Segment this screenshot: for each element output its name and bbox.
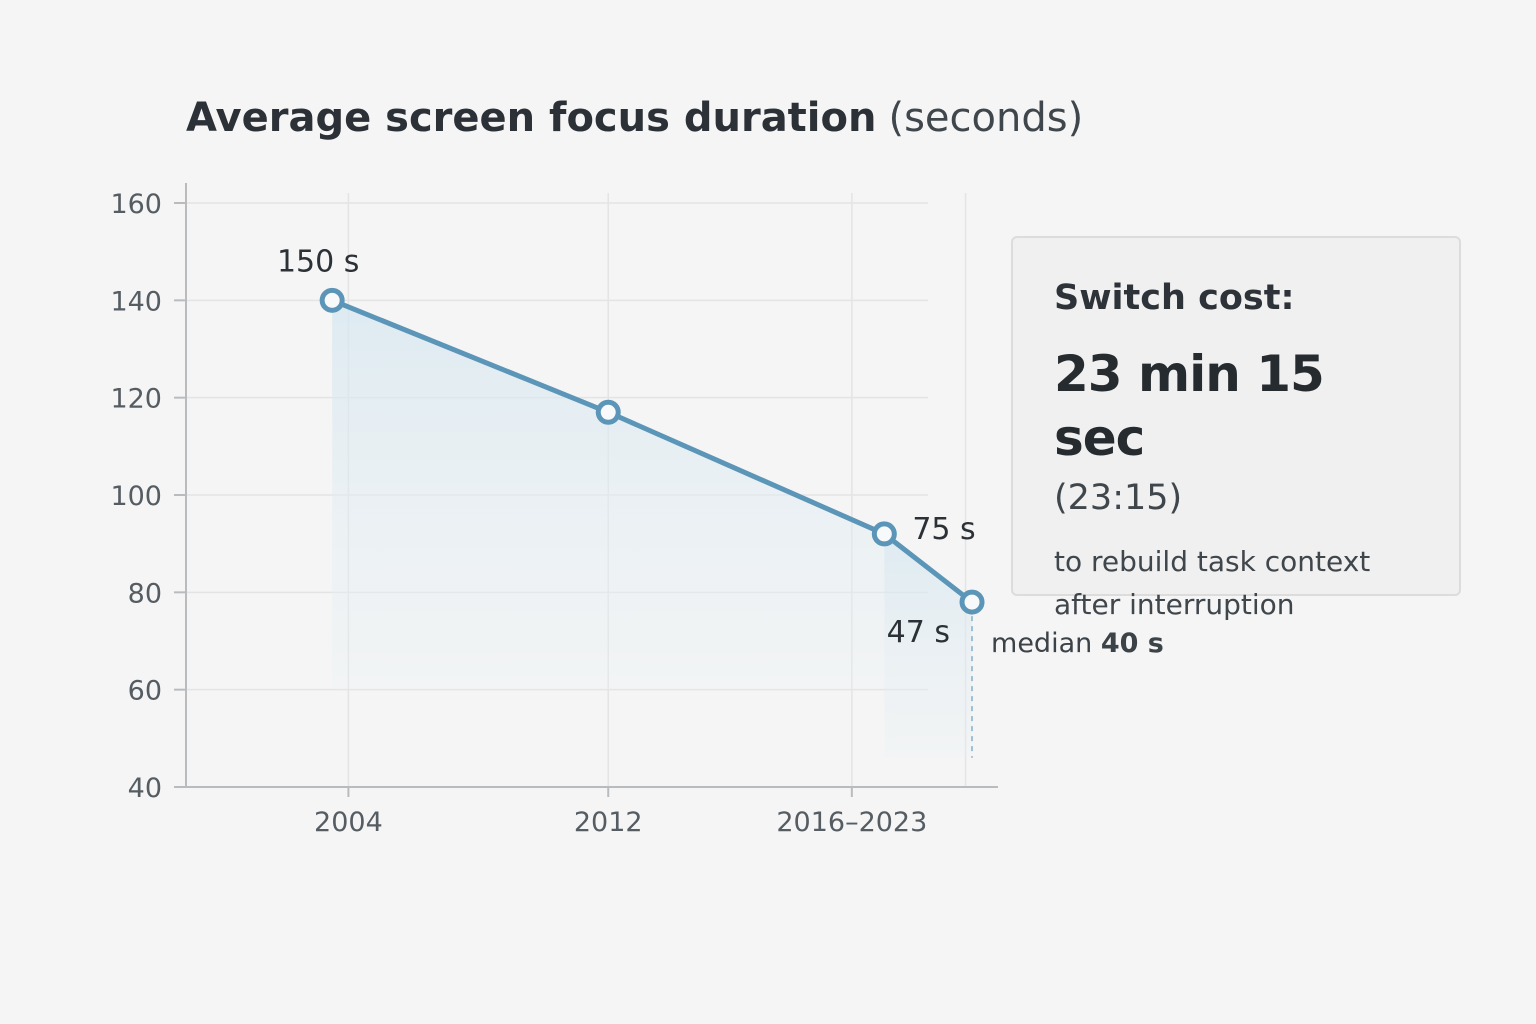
y-tick-label-160: 160 <box>110 189 162 220</box>
x-tick-label-0: 2004 <box>314 807 383 838</box>
callout-heading: Switch cost: <box>1054 278 1295 318</box>
y-tick-labels: 40 60 80 100 120 140 160 <box>110 189 162 804</box>
area-region-early <box>332 300 885 690</box>
data-point-3 <box>959 589 985 615</box>
callout-value-sub: (23:15) <box>1054 478 1183 518</box>
x-tick-label-1: 2012 <box>574 807 643 838</box>
callout-desc-line2: after interruption <box>1054 588 1295 621</box>
y-tick-label-40: 40 <box>128 773 162 804</box>
median-label: median 40 s <box>991 628 1164 659</box>
chart-title-unit: (seconds) <box>888 95 1083 141</box>
series-line <box>329 297 975 605</box>
data-points <box>319 287 985 615</box>
y-tick-label-100: 100 <box>110 481 162 512</box>
y-tick-label-140: 140 <box>110 286 162 317</box>
callout-description: to rebuild task context after interrupti… <box>1054 540 1429 626</box>
data-label-3: 47 s <box>887 615 950 650</box>
median-label-prefix: median <box>991 628 1101 659</box>
area-region-recent <box>884 533 973 758</box>
x-tick-label-2: 2016–2023 <box>776 807 927 838</box>
chart-title: Average screen focus duration (seconds) <box>186 95 1083 141</box>
y-tick-label-60: 60 <box>128 676 162 707</box>
y-tick-label-80: 80 <box>128 578 162 609</box>
series-line-path <box>329 297 975 605</box>
chart-title-main: Average screen focus duration <box>186 95 876 141</box>
median-annotation: median 40 s <box>971 616 1164 758</box>
median-label-value: 40 s <box>1101 628 1164 659</box>
data-point-1 <box>595 399 621 425</box>
point-labels: 150 s 75 s 47 s <box>277 244 976 650</box>
y-tick-label-120: 120 <box>110 384 162 415</box>
callout-value: 23 min 15 sec <box>1054 345 1325 467</box>
callout-desc-line1: to rebuild task context <box>1054 545 1371 578</box>
data-label-2: 75 s <box>912 512 975 547</box>
area-fill <box>332 300 973 758</box>
switch-cost-callout: Switch cost: 23 min 15 sec (23:15) to re… <box>1011 236 1461 621</box>
x-tick-labels: 2004 2012 2016–2023 <box>314 807 927 838</box>
data-point-0 <box>319 287 345 313</box>
axes <box>174 183 998 797</box>
data-point-2 <box>871 521 897 547</box>
data-label-0: 150 s <box>277 244 359 279</box>
